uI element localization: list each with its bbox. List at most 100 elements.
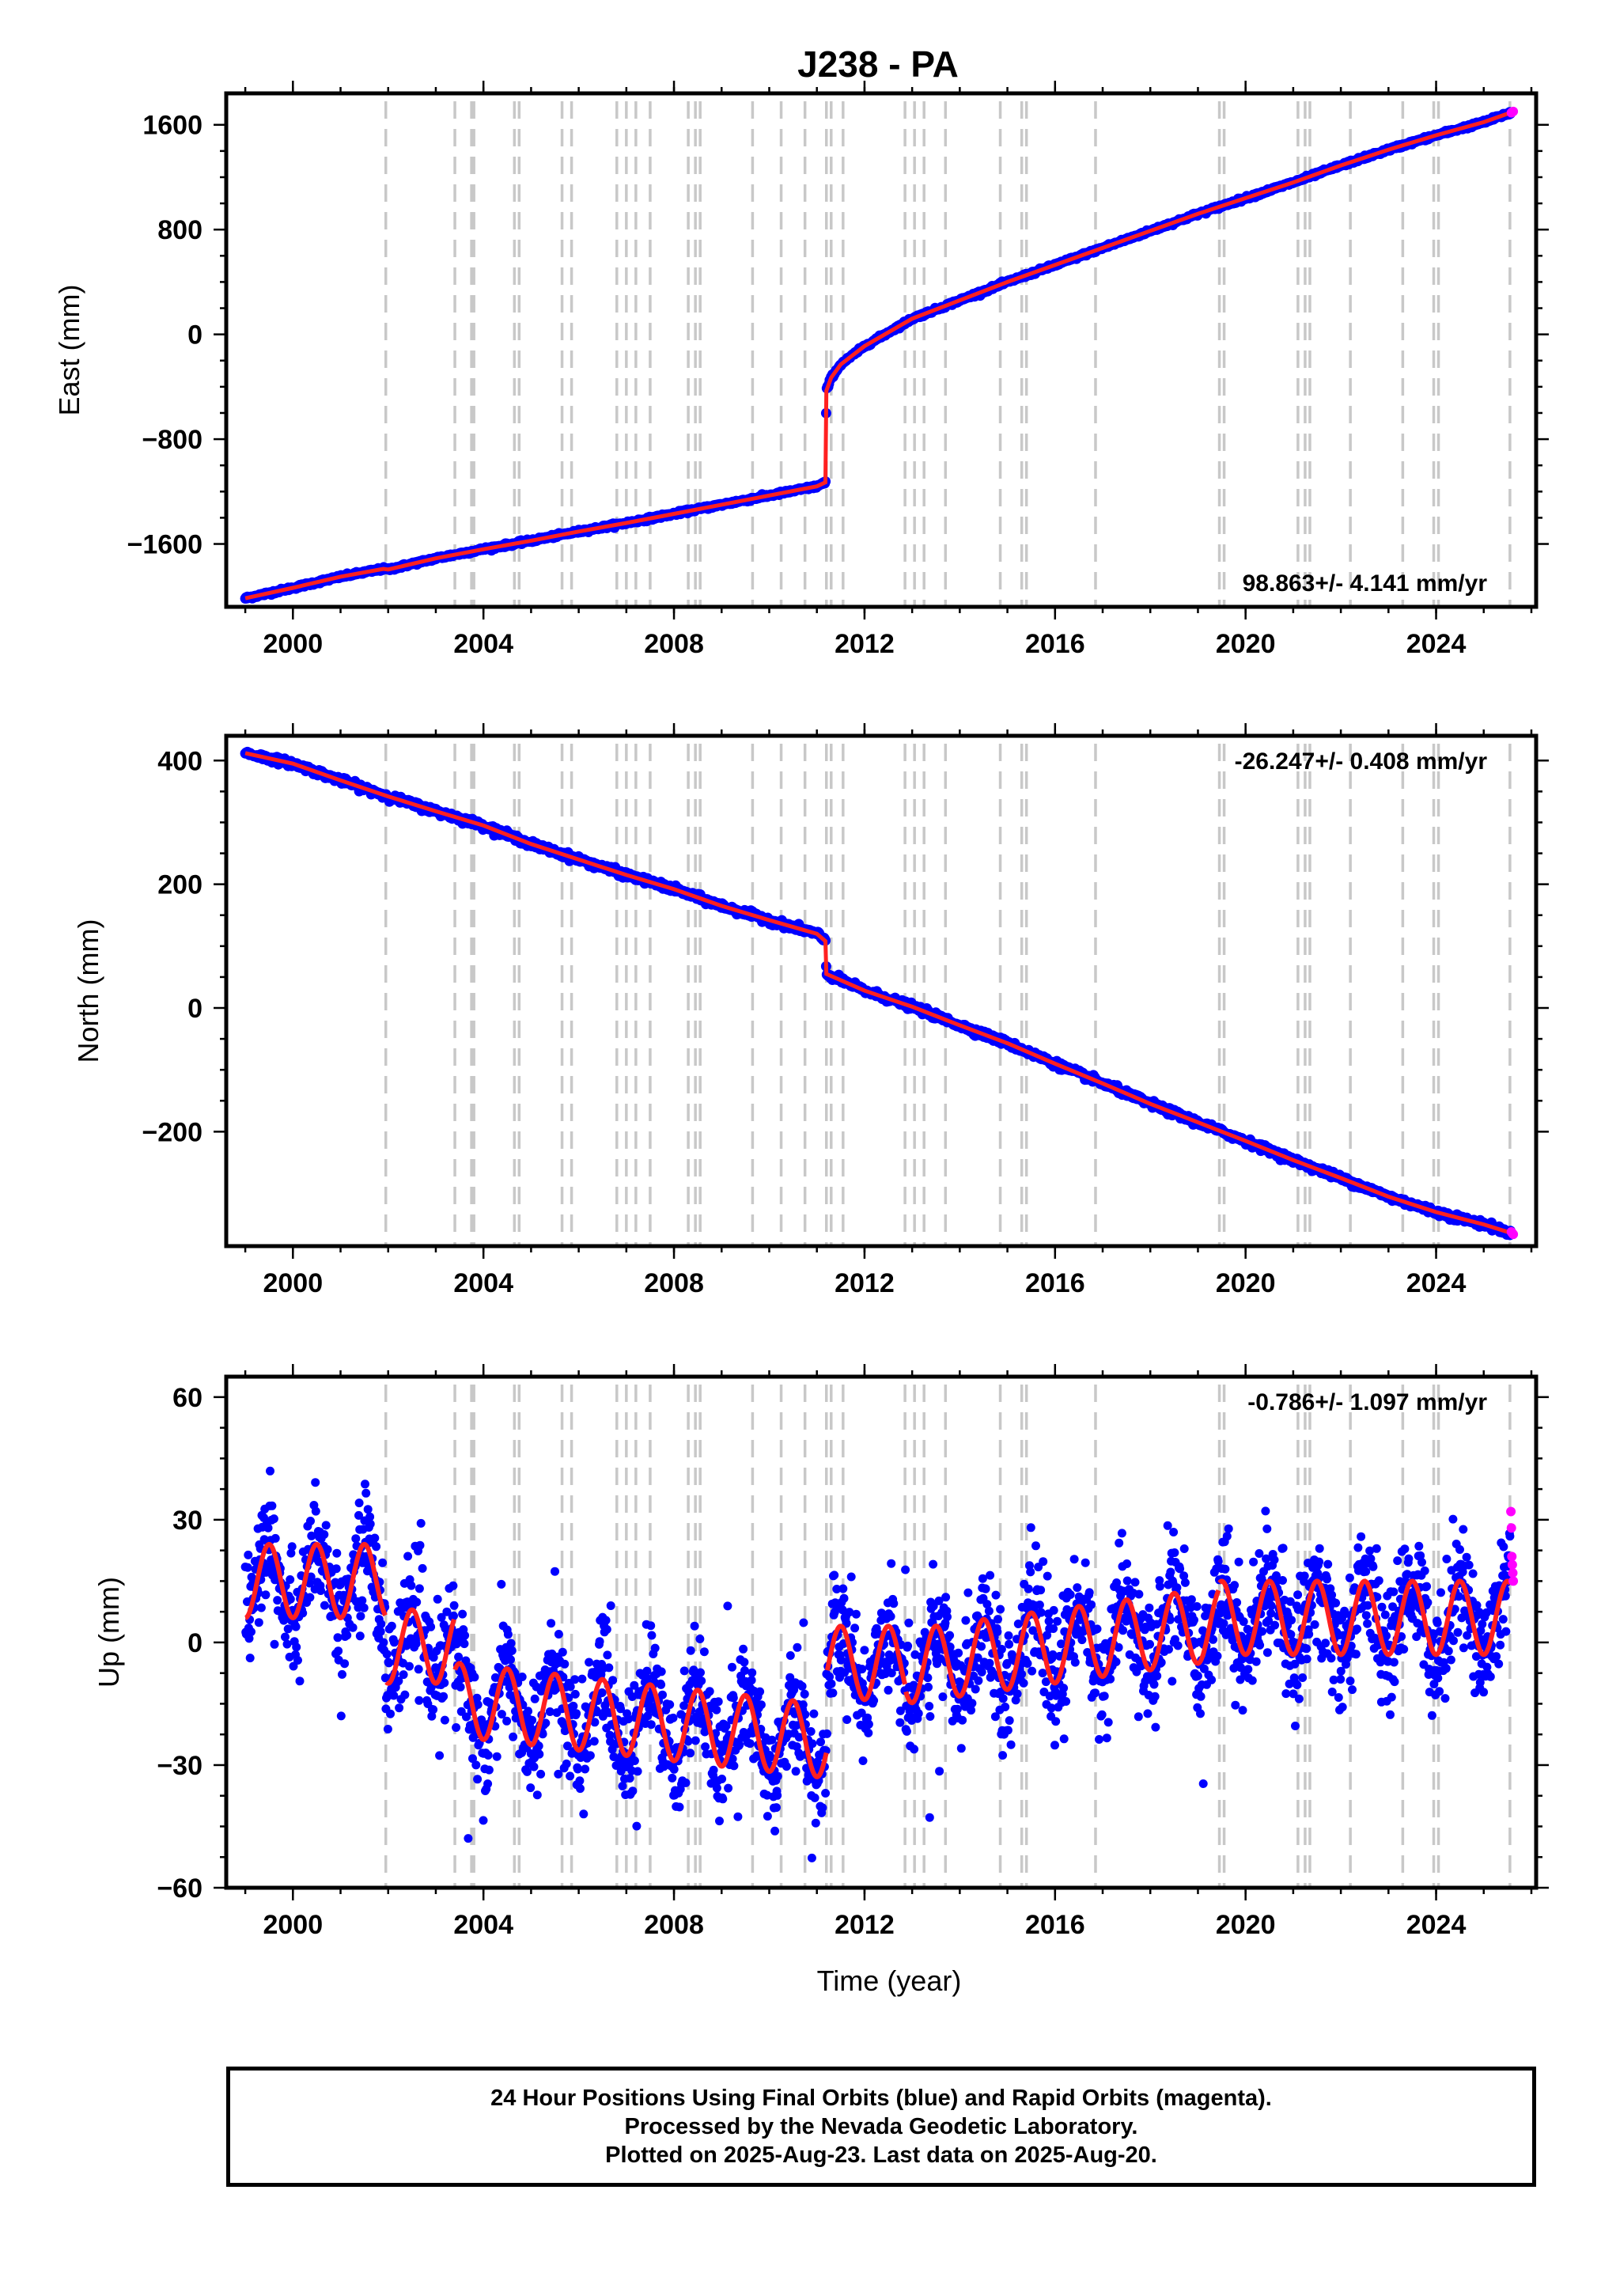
data-point (247, 1627, 255, 1636)
data-point (263, 1523, 273, 1533)
y-tick-label: 800 (157, 215, 202, 245)
x-tick-label: 2000 (263, 629, 323, 659)
data-point (305, 1593, 315, 1602)
data-point (483, 1751, 493, 1760)
data-point (316, 1586, 325, 1595)
data-point (468, 1754, 477, 1764)
data-point (503, 1630, 513, 1639)
data-point (530, 1694, 539, 1703)
data-point (243, 1563, 252, 1572)
data-point (449, 1601, 459, 1610)
data-point (566, 1771, 575, 1781)
data-point (718, 1794, 728, 1804)
data-point (484, 1765, 494, 1775)
y-tick-label: 400 (157, 746, 202, 776)
data-point (605, 1730, 615, 1740)
data-point (632, 1821, 642, 1831)
data-point (679, 1666, 689, 1676)
plot-frame (224, 733, 1539, 1248)
data-point (566, 1682, 575, 1692)
data-point (570, 1675, 580, 1684)
data-point (473, 1775, 483, 1784)
data-point (618, 1782, 627, 1790)
data-point (528, 1715, 537, 1725)
data-point (701, 1742, 710, 1752)
data-point (696, 1668, 705, 1677)
final-orbit-points (240, 107, 1516, 604)
data-point (740, 1658, 749, 1667)
data-point (267, 1501, 277, 1510)
data-point (320, 1601, 329, 1610)
data-point (532, 1790, 542, 1800)
data-point (575, 1776, 585, 1786)
data-point (506, 1639, 516, 1648)
data-point (585, 1658, 594, 1667)
data-point (691, 1736, 700, 1745)
y-tick-label: −800 (142, 425, 202, 455)
data-point (286, 1575, 295, 1584)
data-point (460, 1639, 469, 1649)
data-point (502, 1716, 512, 1726)
data-point (283, 1624, 293, 1634)
data-point (646, 1720, 656, 1730)
data-point (320, 1530, 329, 1539)
data-point (356, 1612, 365, 1621)
data-point (389, 1638, 399, 1647)
data-point (470, 1673, 479, 1682)
rapid-orbit-point (1508, 106, 1519, 116)
data-point (389, 1691, 399, 1700)
data-point (473, 1700, 483, 1709)
data-point (387, 1621, 396, 1631)
data-point (683, 1737, 693, 1746)
data-point (581, 1764, 590, 1774)
data-point (426, 1622, 436, 1631)
x-tick-label: 2016 (1025, 629, 1085, 659)
model-line (244, 751, 1514, 1236)
data-point (372, 1542, 381, 1552)
data-point (415, 1540, 425, 1550)
data-point (563, 1741, 572, 1751)
data-point (522, 1767, 532, 1776)
data-point (728, 1754, 737, 1764)
data-point (382, 1650, 392, 1659)
data-point (526, 1783, 536, 1793)
data-point (630, 1756, 639, 1765)
data-point (506, 1655, 515, 1665)
data-point (271, 1533, 280, 1543)
data-point (426, 1683, 436, 1692)
y-tick-label: 0 (187, 994, 202, 1024)
data-point (630, 1680, 639, 1690)
data-point (576, 1784, 585, 1794)
data-point (717, 1775, 727, 1783)
data-point (259, 1513, 268, 1522)
data-point (358, 1596, 367, 1605)
data-point (554, 1630, 563, 1639)
data-point (657, 1680, 666, 1689)
data-point (679, 1701, 689, 1711)
data-point (348, 1623, 358, 1632)
data-point (429, 1705, 438, 1714)
data-point (359, 1603, 369, 1612)
data-point (633, 1767, 642, 1776)
data-point (554, 1769, 563, 1779)
data-point (570, 1689, 580, 1699)
data-point (380, 1673, 390, 1683)
data-point (579, 1809, 589, 1819)
data-point (454, 1652, 464, 1661)
data-point (585, 1751, 595, 1760)
data-point (379, 1638, 388, 1647)
data-point (384, 1658, 394, 1668)
data-point (293, 1656, 302, 1665)
data-point (323, 1545, 332, 1554)
data-point (472, 1693, 482, 1703)
data-point (712, 1783, 721, 1793)
data-point (590, 1718, 600, 1727)
data-point (558, 1647, 567, 1657)
data-point (602, 1625, 611, 1634)
data-point (616, 1704, 626, 1714)
data-point (529, 1762, 539, 1771)
data-point (729, 1693, 738, 1703)
data-point (642, 1674, 652, 1684)
data-point (462, 1712, 471, 1722)
data-point (668, 1773, 677, 1783)
